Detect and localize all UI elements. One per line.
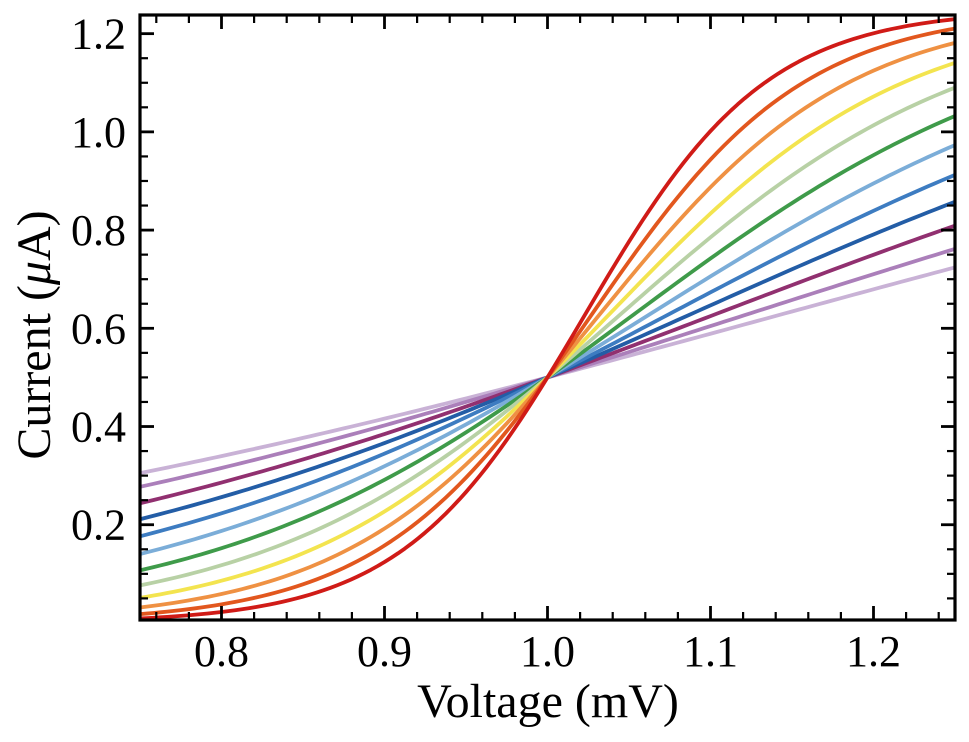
x-tick-label-0.8: 0.8	[194, 627, 249, 676]
plot-frame	[138, 13, 957, 622]
iv-curve-lavender	[139, 265, 956, 475]
iv-curve-medium-purple	[139, 247, 956, 489]
y-tick-label-1.2: 1.2	[71, 10, 126, 59]
y-tick-label-0.6: 0.6	[71, 304, 126, 353]
y-tick-label-0.8: 0.8	[71, 206, 126, 255]
x-tick-label-0.9: 0.9	[357, 627, 412, 676]
y-axis-title: Current (μA)	[8, 210, 61, 459]
x-tick-label-1.1: 1.1	[683, 627, 738, 676]
x-tick-label-1.0: 1.0	[520, 627, 575, 676]
iv-curve-plum	[139, 223, 956, 506]
y-tick-label-0.2: 0.2	[71, 501, 126, 550]
x-tick-label-1.2: 1.2	[846, 627, 901, 676]
curves-layer	[139, 17, 956, 621]
iv-curve-red	[139, 17, 956, 621]
y-tick-label-1.0: 1.0	[71, 108, 126, 157]
iv-curve-red-orange	[139, 26, 956, 617]
iv-curve-orange	[139, 41, 956, 610]
iv-curve-pale-green	[139, 85, 956, 588]
iv-curve-green	[139, 114, 956, 573]
axes-layer: 0.8 0.9 1.0 1.1 1.2 0.2 0.4 0.6 0.8 1.0 1.2	[71, 10, 957, 676]
iv-curve-light-blue	[139, 143, 956, 556]
x-axis-title: Voltage (mV)	[417, 675, 679, 728]
iv-curve-medium-blue	[139, 173, 956, 539]
y-tick-label-0.4: 0.4	[71, 403, 126, 452]
